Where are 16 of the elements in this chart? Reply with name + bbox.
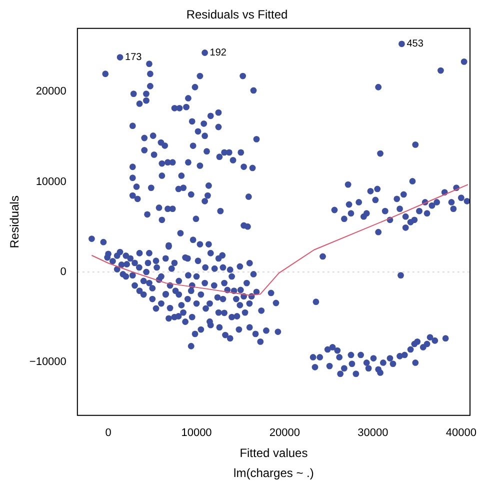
x-tick-label: 20000	[269, 427, 300, 440]
y-tick-label: 20000	[36, 86, 66, 98]
annotation: 453	[406, 38, 424, 50]
x-axis-title: Fitted values	[240, 446, 308, 460]
x-tick-label: 10000	[181, 427, 212, 440]
y-axis-title: Residuals	[8, 196, 22, 248]
x-tick-label: 30000	[358, 427, 388, 440]
chart-title: Residuals vs Fitted	[186, 8, 288, 22]
annotation: 192	[210, 48, 227, 59]
y-tick-label: 0	[60, 266, 66, 278]
x-tick-label: 0	[105, 427, 112, 440]
text: lm(charges ~ .)	[234, 466, 314, 480]
y-tick-label: −10000	[29, 356, 66, 368]
x-tick-label: 40000	[446, 427, 476, 440]
annotation: 173	[125, 52, 142, 64]
y-tick-label: 10000	[36, 176, 66, 188]
